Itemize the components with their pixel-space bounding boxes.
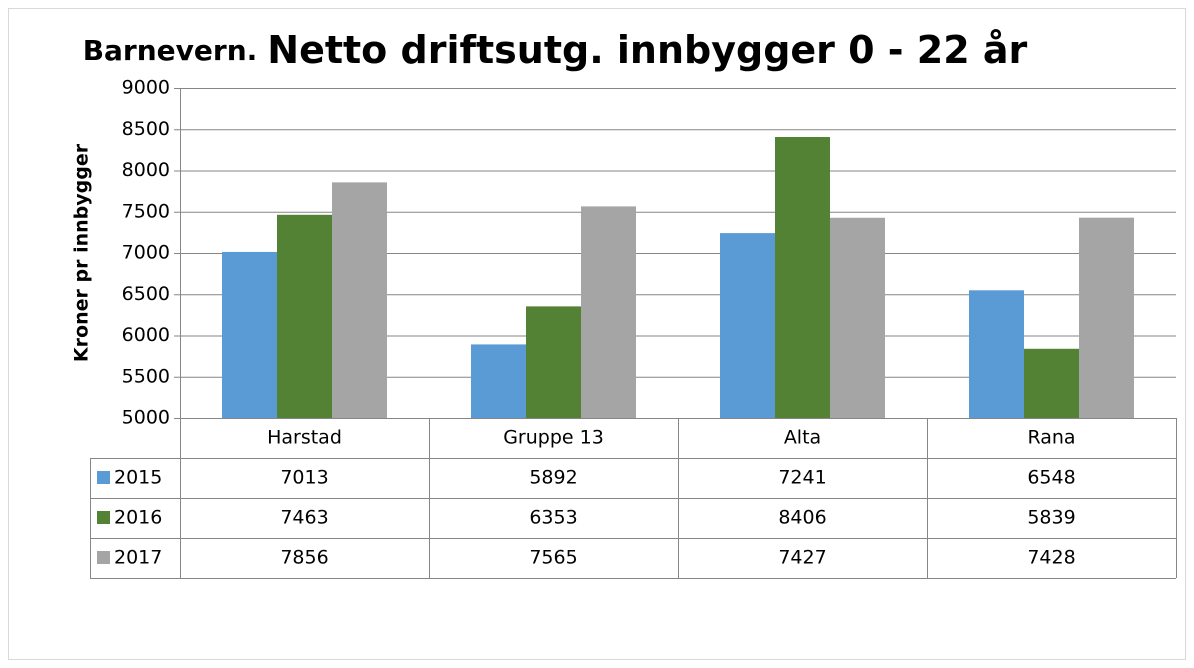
- y-tick-label: 9000: [122, 77, 170, 99]
- table-value: 7463: [280, 507, 328, 529]
- table-value: 7427: [778, 547, 826, 569]
- bar: [969, 290, 1024, 418]
- legend-label: 2017: [114, 547, 162, 569]
- chart-title: Barnevern. Netto driftsutg. innbygger 0 -…: [83, 28, 1028, 72]
- x-tick-label: Gruppe 13: [503, 427, 604, 449]
- bar: [581, 206, 636, 418]
- y-tick-label: 8500: [122, 118, 170, 140]
- x-tick-label: Harstad: [267, 427, 342, 449]
- bar: [222, 251, 277, 418]
- legend-label: 2016: [114, 507, 162, 529]
- y-tick-label: 8000: [122, 159, 170, 181]
- table-value: 5839: [1027, 507, 1075, 529]
- legend-label: 2015: [114, 467, 162, 489]
- legend-key: [97, 471, 110, 484]
- y-tick-label: 6000: [122, 324, 170, 346]
- table-value: 7013: [280, 467, 328, 489]
- y-tick-label: 5500: [122, 365, 170, 387]
- y-axis-label: Kroner pr innbygger: [71, 143, 93, 362]
- table-value: 7856: [280, 547, 328, 569]
- y-tick-label: 6500: [122, 283, 170, 305]
- x-tick-label: Rana: [1027, 427, 1075, 449]
- bar: [526, 306, 581, 418]
- bar: [1079, 217, 1134, 418]
- y-tick-label: 7000: [122, 242, 170, 264]
- bar: [277, 214, 332, 418]
- table-value: 5892: [529, 467, 577, 489]
- bar: [471, 344, 526, 418]
- table-value: 6548: [1027, 467, 1075, 489]
- legend-key: [97, 511, 110, 524]
- x-tick-label: Alta: [784, 427, 821, 449]
- bar: [332, 182, 387, 418]
- bar: [775, 137, 830, 418]
- title-part: Netto driftsutg. innbygger 0 - 22 år: [267, 28, 1027, 72]
- table-value: 7565: [529, 547, 577, 569]
- y-tick-label: 7500: [122, 200, 170, 222]
- legend-key: [97, 551, 110, 564]
- table-value: 7241: [778, 467, 826, 489]
- table-value: 7428: [1027, 547, 1075, 569]
- bar: [720, 233, 775, 418]
- table-value: 8406: [778, 507, 826, 529]
- title-part: Barnevern.: [83, 34, 258, 67]
- bar: [830, 217, 885, 418]
- table-value: 6353: [529, 507, 577, 529]
- bar: [1024, 348, 1079, 418]
- y-tick-label: 5000: [122, 407, 170, 429]
